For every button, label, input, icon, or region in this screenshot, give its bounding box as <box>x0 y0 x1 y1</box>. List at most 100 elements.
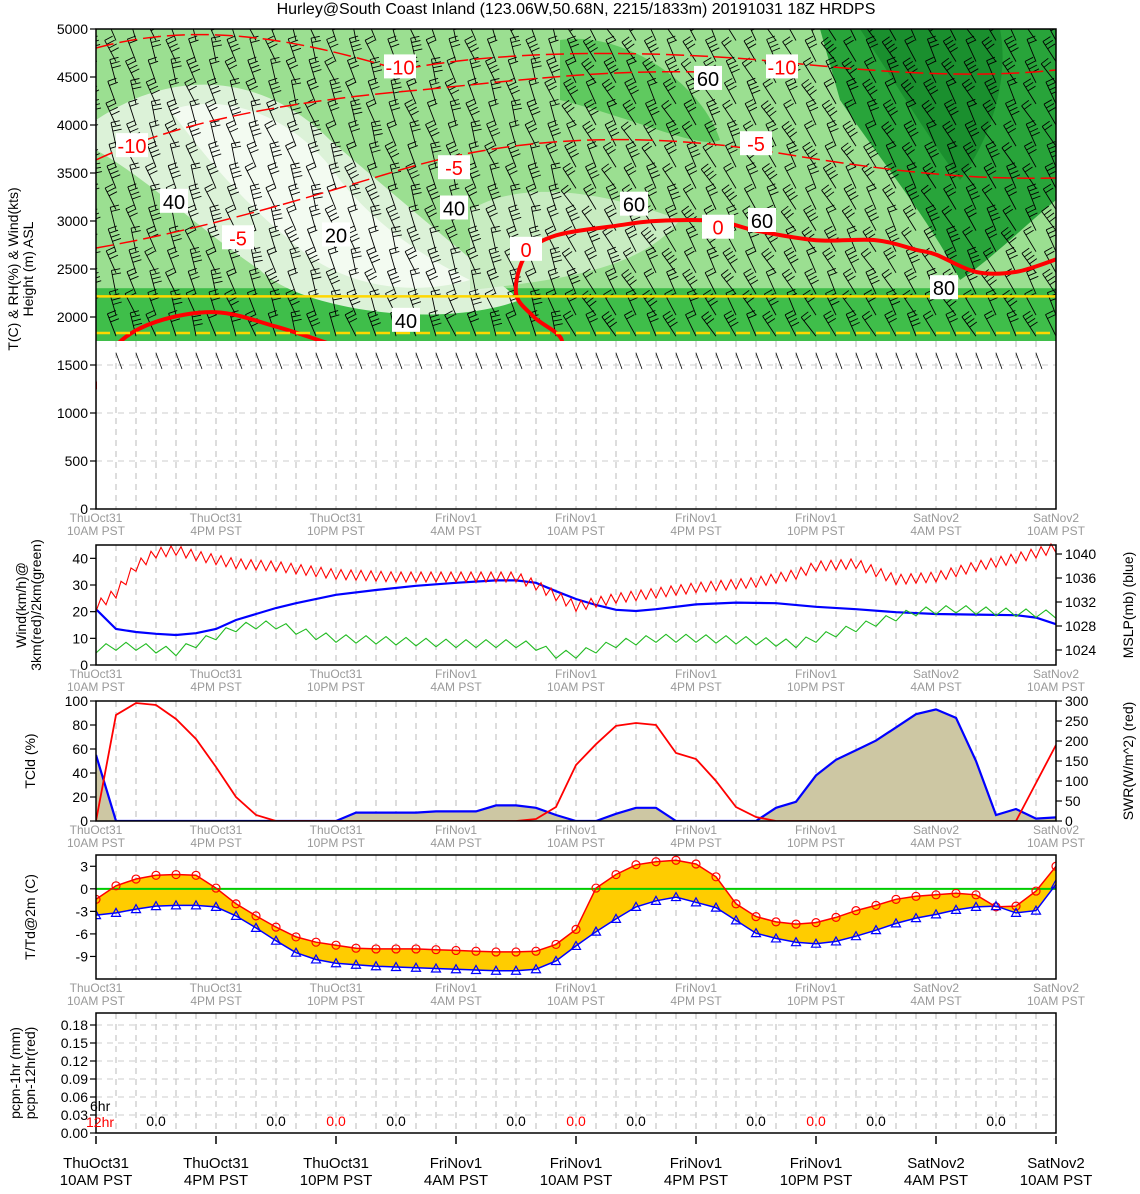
wind-barb <box>386 267 401 295</box>
wind-barb <box>783 247 799 274</box>
temperature-point <box>211 883 221 893</box>
wind-barb <box>250 247 263 273</box>
y-tick-label: 40 <box>72 765 88 781</box>
rh-label: 60 <box>623 195 645 217</box>
precipitation-panel: 0.00 0.03 0.06 0.09 0.12 0.15 0.18 pcpn-1hr (mm… <box>7 1012 1092 1189</box>
pcpn-12hr-value: 0.0 <box>806 1113 826 1129</box>
wind-barb <box>602 141 617 168</box>
isotherm-label-bg <box>438 155 470 180</box>
swr-line <box>96 702 1056 821</box>
wind-barb <box>164 120 178 147</box>
wind-barb <box>444 77 460 105</box>
wind-barb <box>826 267 838 295</box>
wind-barb <box>285 56 299 83</box>
x-tick-label-time: 10PM PST <box>307 524 366 538</box>
wind-barb <box>805 98 819 126</box>
dewpoint-point <box>150 900 162 911</box>
temperature-point <box>451 945 461 956</box>
temperature-point <box>891 894 901 904</box>
wind-barb <box>547 267 560 295</box>
temperature-point <box>311 937 321 947</box>
wind-barb <box>390 226 402 252</box>
dewpoint-point <box>670 891 682 902</box>
wind-barb <box>665 120 680 147</box>
wind-barb <box>646 310 659 337</box>
wind-barb <box>784 162 797 189</box>
wind-barb <box>330 289 342 316</box>
wind-barb <box>187 267 200 295</box>
dewpoint-point <box>170 899 182 910</box>
wind-barb <box>682 183 697 210</box>
y-tick-label: 2000 <box>57 309 88 325</box>
wind-barb <box>266 98 279 126</box>
y-tick-label: 0 <box>80 501 88 517</box>
temperature-point <box>431 945 441 955</box>
wind-barb <box>208 56 220 83</box>
wind-barb <box>168 310 181 337</box>
dewpoint-point <box>290 946 302 957</box>
wind-barb <box>921 99 937 126</box>
temperature-point <box>1031 886 1041 896</box>
wind-barb <box>883 247 897 274</box>
isotherm-label-bg <box>702 214 734 239</box>
wind-barb <box>635 352 643 370</box>
wind-barb <box>450 247 461 273</box>
wind-barb <box>941 205 957 231</box>
wind-barb <box>375 352 383 370</box>
wind-barb <box>248 267 261 295</box>
wind-barb <box>290 162 303 189</box>
wind-barb <box>820 36 837 62</box>
wind-barb <box>566 35 580 62</box>
wind-barb <box>685 225 699 252</box>
wind-barb <box>863 141 879 168</box>
wind-barb <box>495 352 503 370</box>
wind-barb <box>490 78 502 105</box>
isotherm-label: 0 <box>712 218 723 240</box>
wind-barb <box>601 163 617 189</box>
wind-barb <box>563 226 577 252</box>
wind-barb <box>962 226 977 252</box>
temperature-point <box>671 855 681 865</box>
wind-barb <box>125 56 140 83</box>
wind-barb <box>388 246 400 273</box>
temperature-point <box>491 947 501 957</box>
y-tick-label: 0 <box>80 881 88 897</box>
wind-barb <box>308 56 322 83</box>
y-tick-label: 0.18 <box>61 1017 88 1033</box>
wind-barb <box>582 36 598 62</box>
wind-barb <box>780 205 797 231</box>
dewpoint-point <box>130 903 142 914</box>
wind-barb <box>661 247 678 274</box>
wind-barb <box>170 56 182 83</box>
wind-barb <box>175 352 183 370</box>
wind-barb <box>622 247 637 274</box>
wind-barb <box>725 141 738 168</box>
x-tick-label-time: 4AM PST <box>430 680 482 694</box>
temperature-point <box>511 947 521 957</box>
wind-barb <box>605 268 618 295</box>
rh-label-bg <box>440 195 468 220</box>
y-tick-label: 100 <box>65 693 89 709</box>
wind-barb <box>581 57 597 84</box>
wind-barb <box>881 36 898 62</box>
wind-barb <box>605 183 620 210</box>
dewpoint-point <box>830 935 842 946</box>
dewpoint-point <box>750 927 762 938</box>
wind-barb <box>327 98 340 126</box>
axis-title: pcpn-12hr(red) <box>22 1027 38 1120</box>
x-tick-label-time: 10PM PST <box>787 680 846 694</box>
wind-barb <box>245 310 260 337</box>
panel-frame <box>95 1012 1057 1134</box>
x-tick-label-time: 10AM PST <box>1027 680 1086 694</box>
dewpoint-point <box>530 963 542 974</box>
wind-barb <box>526 98 541 126</box>
wind-barb <box>667 29 677 41</box>
wind-barb <box>390 78 403 104</box>
wind-barb <box>544 225 557 252</box>
wind-barb <box>155 352 163 370</box>
wind-barb <box>485 204 498 231</box>
wind-barb <box>641 142 657 168</box>
wind-barb <box>530 289 543 316</box>
wind-barb <box>105 98 120 126</box>
